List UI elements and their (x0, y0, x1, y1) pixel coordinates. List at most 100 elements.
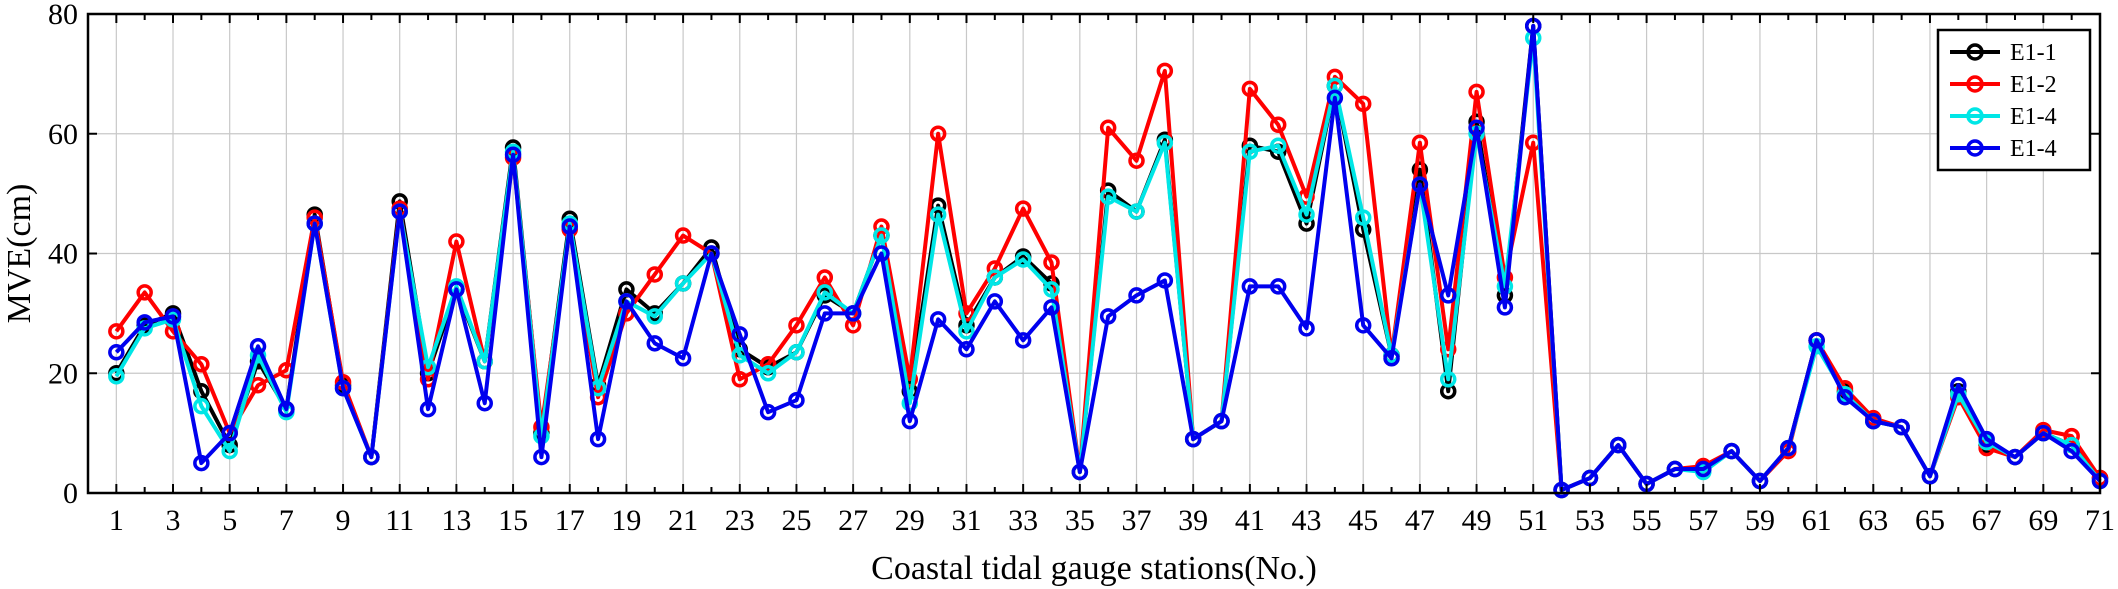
data-point (646, 335, 664, 352)
x-tick-label: 59 (1745, 504, 1775, 537)
data-point (1666, 460, 1684, 478)
data-point (1014, 251, 1032, 268)
y-tick-label: 0 (63, 477, 78, 510)
x-tick-label: 67 (1972, 504, 2002, 537)
x-tick-label: 29 (895, 504, 925, 537)
y-tick-label: 60 (48, 118, 78, 151)
data-point (1099, 119, 1117, 137)
data-point (958, 305, 975, 322)
data-point (929, 206, 947, 223)
x-tick-label: 7 (279, 504, 294, 537)
data-point (646, 308, 664, 325)
axis-ticks: 1 3 5 7 9 11 13 15 17 19 21 23 25 27 29 31 33 35 37 39 41 43 4… (48, 0, 2115, 537)
data-point (1043, 254, 1060, 271)
data-point (306, 215, 323, 232)
data-point (1156, 272, 1174, 289)
data-point (1723, 442, 1740, 460)
x-tick-label: 17 (555, 504, 585, 537)
legend-swatch-marker (1966, 139, 1984, 157)
data-point (873, 245, 890, 262)
data-point (193, 454, 210, 472)
series-line (114, 35, 2102, 493)
x-tick-label: 41 (1235, 504, 1265, 537)
data-point (674, 350, 692, 367)
x-tick-label: 57 (1688, 504, 1718, 537)
data-point (193, 397, 210, 415)
series-4 (108, 17, 2109, 499)
data-point (901, 412, 919, 430)
data-point (1836, 388, 1854, 406)
data-point (986, 269, 1004, 286)
data-point (108, 344, 125, 361)
data-point (1553, 481, 1570, 499)
data-point (1496, 299, 1514, 316)
data-point (504, 146, 522, 163)
data-point (448, 233, 465, 250)
data-point (1269, 278, 1287, 295)
data-point (731, 326, 749, 343)
series-group (108, 17, 2109, 499)
data-point (873, 218, 890, 235)
data-point (1468, 83, 1485, 101)
data-point (788, 317, 805, 334)
x-tick-label: 45 (1348, 504, 1378, 537)
y-tick-label: 80 (48, 0, 78, 31)
data-point (363, 448, 380, 466)
data-point (759, 365, 777, 382)
x-tick-label: 49 (1462, 504, 1492, 537)
legend-item: E1-2 (1950, 72, 2057, 98)
x-tick-label: 37 (1122, 504, 1152, 537)
data-point (1411, 161, 1429, 178)
data-point (1865, 412, 1882, 430)
data-point (958, 341, 975, 358)
data-point (1241, 143, 1259, 160)
data-point (873, 227, 890, 244)
x-tick-label: 15 (498, 504, 528, 537)
data-point (674, 227, 692, 244)
data-point (1439, 287, 1457, 304)
data-point (1326, 68, 1344, 86)
x-tick-label: 39 (1178, 504, 1208, 537)
data-point (1241, 278, 1259, 295)
data-point (1213, 412, 1230, 430)
data-point (1354, 317, 1372, 334)
x-tick-label: 27 (838, 504, 868, 537)
data-point (1099, 188, 1117, 205)
data-point (646, 266, 664, 283)
data-point (1043, 281, 1060, 298)
data-point (2063, 427, 2080, 445)
data-point (1298, 215, 1315, 232)
data-point (844, 305, 862, 322)
data-point (703, 245, 720, 262)
x-tick-label: 13 (441, 504, 471, 537)
x-tick-label: 53 (1575, 504, 1605, 537)
data-point (816, 305, 834, 322)
x-tick-label: 11 (385, 504, 414, 537)
data-point (1780, 439, 1797, 457)
data-point (1354, 209, 1372, 226)
y-axis-title: MVE(cm) (1, 184, 38, 324)
data-point (1298, 320, 1315, 337)
data-point (108, 367, 125, 385)
x-tick-label: 71 (2085, 504, 2115, 537)
y-tick-label: 20 (48, 357, 78, 390)
data-point (1014, 200, 1032, 217)
data-point (1468, 119, 1485, 137)
grid (88, 13, 2101, 494)
data-point (788, 344, 805, 361)
data-point (816, 269, 834, 286)
legend-label: E1-4 (2010, 104, 2057, 130)
data-point (2006, 448, 2024, 466)
data-point (1326, 89, 1344, 107)
x-tick-label: 61 (1802, 504, 1832, 537)
data-point (1128, 152, 1145, 169)
data-point (1354, 95, 1372, 113)
data-point (731, 370, 749, 388)
data-point (419, 400, 437, 418)
x-tick-label: 3 (166, 504, 181, 537)
x-tick-label: 33 (1008, 504, 1038, 537)
x-tick-label: 43 (1292, 504, 1322, 537)
legend-swatch-marker (1966, 107, 1984, 125)
series-line (114, 23, 2102, 493)
x-tick-label: 9 (336, 504, 351, 537)
